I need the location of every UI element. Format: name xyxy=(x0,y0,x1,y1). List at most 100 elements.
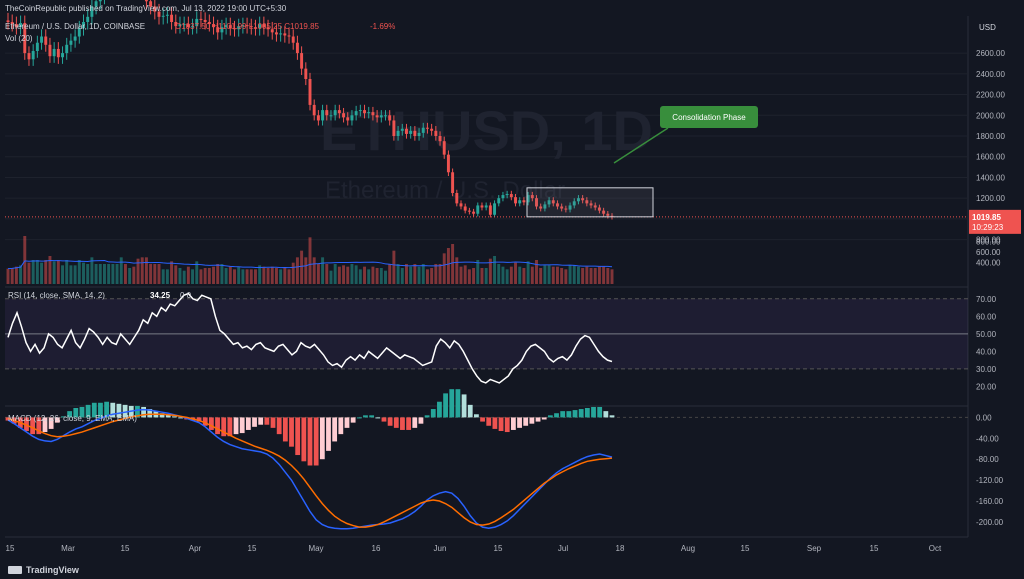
candle-body xyxy=(400,128,404,131)
candle-body xyxy=(342,113,346,118)
volume-bar xyxy=(539,268,543,284)
volume-bar xyxy=(199,269,203,284)
macd-histogram-bar xyxy=(270,417,276,428)
candle-body xyxy=(417,132,421,136)
volume-bar xyxy=(6,268,10,284)
volume-bar xyxy=(69,265,73,284)
macd-histogram-bar xyxy=(467,404,473,418)
macd-histogram-bar xyxy=(523,417,529,426)
candle-body xyxy=(602,210,606,214)
candle-body xyxy=(274,32,278,35)
volume-bar xyxy=(509,266,513,284)
volume-bar xyxy=(425,269,429,284)
volume-bar xyxy=(258,265,262,284)
volume-bar xyxy=(316,264,320,284)
candle-body xyxy=(493,203,497,215)
tradingview-logo[interactable]: TradingView xyxy=(8,565,79,575)
macd-histogram-bar xyxy=(258,417,264,425)
macd-histogram-bar xyxy=(597,406,603,418)
volume-bar xyxy=(52,261,56,284)
macd-histogram-bar xyxy=(461,394,467,418)
volume-bar xyxy=(488,258,492,284)
volume-bar xyxy=(128,268,132,284)
candle-body xyxy=(56,48,60,58)
macd-histogram-bar xyxy=(24,417,29,431)
volume-bar xyxy=(98,264,102,284)
candle-body xyxy=(509,194,513,198)
symbol-title: Ethereum / U.S. Dollar, 1D, COINBASE xyxy=(5,22,146,31)
tradingview-text: TradingView xyxy=(26,565,79,575)
volume-bar xyxy=(262,266,266,284)
price-tick-label: 2000.00 xyxy=(976,111,1005,120)
candle-body xyxy=(174,22,178,27)
volume-bar xyxy=(270,266,274,284)
macd-histogram-bar xyxy=(381,417,387,422)
macd-histogram-bar xyxy=(239,417,245,434)
volume-bar xyxy=(295,257,299,284)
macd-histogram-bar xyxy=(560,411,566,418)
volume-bar xyxy=(325,264,329,284)
candle-body xyxy=(52,48,56,57)
macd-histogram-bar xyxy=(30,417,36,435)
x-tick-label: 18 xyxy=(616,544,625,553)
macd-histogram-bar xyxy=(529,417,535,424)
price-tick-label: 2600.00 xyxy=(976,49,1005,58)
volume-bar xyxy=(564,269,568,284)
candle-body xyxy=(254,27,257,29)
candle-body xyxy=(40,36,44,43)
consolidation-box xyxy=(526,187,654,218)
candle-body xyxy=(165,14,169,16)
volume-bar xyxy=(388,264,392,284)
volume-bar xyxy=(220,264,224,284)
candle-body xyxy=(212,24,215,28)
macd-histogram-bar xyxy=(159,413,165,418)
macd-histogram-bar xyxy=(572,410,578,418)
volume-bar xyxy=(472,268,476,284)
candle-body xyxy=(48,44,52,57)
candle-body xyxy=(396,130,400,136)
volume-bar xyxy=(233,269,236,284)
volume-bar xyxy=(241,269,245,284)
macd-histogram-bar xyxy=(54,417,60,423)
candle-body xyxy=(430,128,434,131)
candle-body xyxy=(266,27,270,30)
volume-bar xyxy=(149,264,153,284)
candle-body xyxy=(10,22,14,25)
candle-body xyxy=(530,195,534,199)
candle-body xyxy=(224,25,228,28)
macd-histogram-bar xyxy=(282,417,288,442)
volume-bar xyxy=(480,268,484,284)
candle-body xyxy=(585,200,589,204)
volume-bar xyxy=(329,270,333,284)
volume-bar xyxy=(82,262,85,284)
candle-body xyxy=(556,203,559,207)
volume-bar xyxy=(522,268,526,284)
macd-histogram-bar xyxy=(387,417,393,426)
candle-body xyxy=(350,115,354,121)
candle-body xyxy=(543,204,547,209)
volume-bar xyxy=(94,264,98,284)
candle-body xyxy=(228,25,232,29)
candle-body xyxy=(434,130,438,136)
volume-bar xyxy=(610,269,614,284)
macd-tick-label: -160.00 xyxy=(976,497,1004,506)
macd-histogram-bar xyxy=(554,413,559,418)
volume-bar xyxy=(287,269,291,284)
volume-bar xyxy=(417,266,421,284)
volume-bar xyxy=(514,262,517,284)
macd-histogram-bar xyxy=(486,417,492,426)
volume-bar xyxy=(300,250,304,284)
macd-histogram-bar xyxy=(196,417,202,422)
volume-bar xyxy=(90,257,94,284)
watermark-title: ETHUSD, 1D xyxy=(320,99,653,162)
price-tick-label: 800.00 xyxy=(976,236,1001,245)
candle-body xyxy=(216,27,220,33)
x-tick-label: 16 xyxy=(372,544,381,553)
candle-body xyxy=(375,115,379,118)
volume-bar xyxy=(195,261,199,284)
macd-histogram-bar xyxy=(578,409,584,418)
macd-histogram-bar xyxy=(437,401,442,418)
candle-body xyxy=(279,33,283,35)
